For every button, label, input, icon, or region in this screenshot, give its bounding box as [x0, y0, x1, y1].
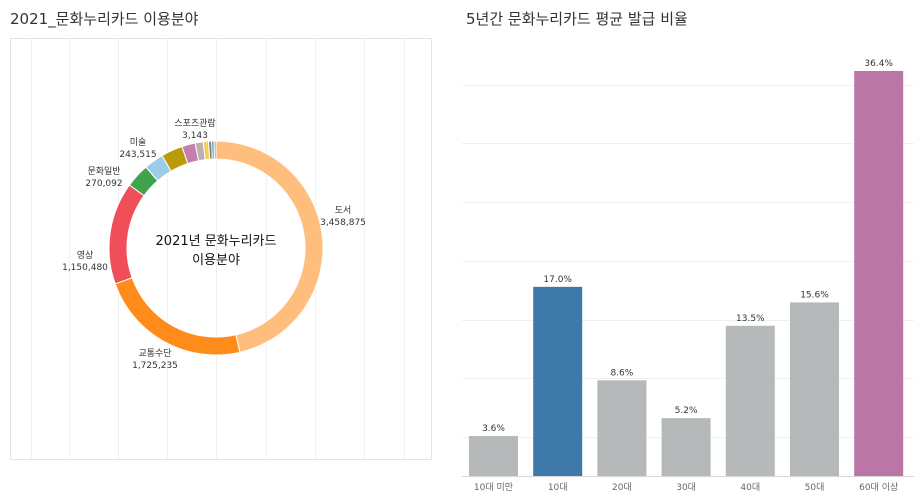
- bar-value-label: 13.5%: [736, 314, 765, 324]
- bar-value-label: 5.2%: [675, 406, 698, 416]
- donut-slice-value: 1,725,235: [132, 361, 178, 371]
- donut-slice-value: 270,092: [85, 179, 122, 189]
- donut-slice-12: [213, 140, 217, 160]
- donut-panel-frame: [10, 38, 432, 460]
- donut-center-label: 이용분야: [192, 253, 240, 268]
- bar-category-label: 60대 이상: [859, 482, 898, 493]
- bar-category-label: 10대: [548, 482, 568, 493]
- bar-5: [790, 302, 839, 476]
- bar-1: [533, 286, 583, 476]
- bar-category-label: 20대: [612, 482, 632, 493]
- bar-chart-title: 5년간 문화누리카드 평균 발급 비율: [466, 10, 688, 28]
- bar-category-label: 30대: [676, 482, 696, 493]
- donut-slice-value: 3,458,875: [320, 218, 366, 228]
- bar-value-label: 15.6%: [800, 290, 829, 300]
- bar-category-label: 40대: [740, 482, 760, 493]
- donut-center-label: 2021년 문화누리카드: [156, 234, 277, 249]
- donut-slice-label: 미술: [130, 137, 147, 148]
- bar-value-label: 36.4%: [864, 59, 893, 69]
- donut-slice-label: 교통수단: [138, 348, 171, 359]
- donut-slice-value: 1,150,480: [62, 263, 108, 273]
- bar-2: [597, 380, 647, 476]
- donut-slice-value: 3,143: [182, 131, 208, 141]
- bar-value-label: 17.0%: [543, 275, 572, 285]
- bar-0: [469, 435, 518, 476]
- bar-6: [854, 71, 904, 476]
- bar-value-label: 8.6%: [610, 368, 633, 378]
- donut-chart-title: 2021_문화누리카드 이용분야: [10, 10, 199, 28]
- bar-4: [725, 325, 775, 476]
- bar-value-label: 3.6%: [482, 424, 505, 434]
- donut-slice-label: 영상: [77, 250, 94, 261]
- bar-3: [661, 418, 711, 476]
- donut-slice-label: 도서: [335, 205, 352, 216]
- donut-slice-value: 243,515: [119, 150, 156, 160]
- donut-slice-label: 문화일반: [87, 166, 120, 177]
- bar-category-label: 10대 미만: [474, 482, 513, 493]
- bar-category-label: 50대: [805, 482, 825, 493]
- donut-slice-label: 스포츠관람: [174, 117, 215, 129]
